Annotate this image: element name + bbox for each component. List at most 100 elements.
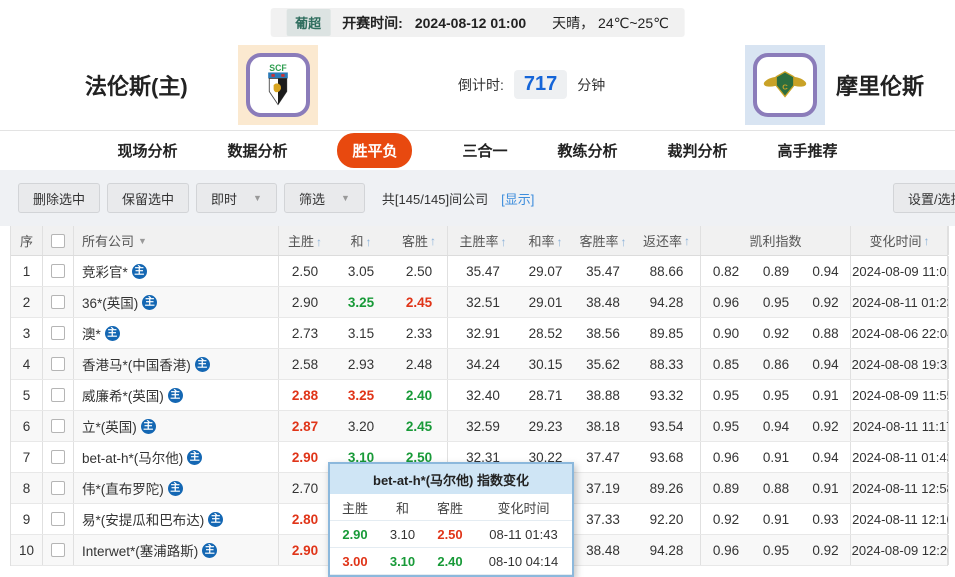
tab-coach-analysis[interactable]: 教练分析 [557, 143, 618, 160]
row-checkbox[interactable] [51, 450, 65, 464]
row-checkbox[interactable] [51, 264, 65, 278]
company-cell[interactable]: Interwet*(塞浦路斯) 主 [74, 535, 279, 565]
select-all-checkbox-cell [43, 226, 74, 255]
tab-referee-analysis[interactable]: 裁判分析 [667, 143, 728, 160]
row-number: 6 [11, 411, 43, 441]
row-checkbox[interactable] [51, 419, 65, 433]
away-crest-icon: C [763, 71, 807, 98]
company-cell[interactable]: 竞彩官* 主 [74, 256, 279, 286]
col-header-change-time[interactable]: 变化时间 ↑ [851, 226, 949, 255]
return-rate-cell: 93.54 [633, 411, 701, 441]
row-checkbox-cell [43, 473, 74, 503]
row-number: 8 [11, 473, 43, 503]
draw-odds-cell: 3.15 [347, 325, 375, 341]
table-row: 4 香港马*(中国香港) 主 2.58 2.93 2.48 34.24 30.15… [11, 349, 949, 380]
kelly-home-cell: 0.85 [712, 356, 740, 372]
table-row: 7 bet-at-h*(马尔他) 主 2.90 3.10 2.50 32.31 3… [11, 442, 949, 473]
tab-three-in-one[interactable]: 三合一 [462, 143, 508, 160]
row-number: 4 [11, 349, 43, 379]
sort-asc-icon: ↑ [365, 235, 372, 249]
tab-expert-recommend[interactable]: 高手推荐 [777, 143, 838, 160]
company-cell[interactable]: bet-at-h*(马尔他) 主 [74, 442, 279, 472]
row-checkbox[interactable] [51, 295, 65, 309]
draw-odds-cell: 3.25 [347, 387, 375, 403]
company-cell[interactable]: 澳* 主 [74, 318, 279, 348]
col-header-home-rate[interactable]: 主胜率 ↑ [459, 234, 507, 249]
change-time-cell: 2024-08-09 12:20 [851, 535, 949, 565]
col-header-company[interactable]: 所有公司 ▼ [74, 226, 279, 255]
company-cell[interactable]: 伟*(直布罗陀) 主 [74, 473, 279, 503]
kickoff-label: 开赛时间: [342, 14, 403, 31]
kelly-away-cell: 0.94 [801, 256, 851, 286]
analysis-tabs: 现场分析 数据分析 胜平负 三合一 教练分析 裁判分析 高手推荐 [0, 130, 955, 170]
row-checkbox[interactable] [51, 543, 65, 557]
draw-rate-cell: 28.71 [528, 387, 563, 403]
kelly-away-cell: 0.94 [801, 442, 851, 472]
select-all-checkbox[interactable] [51, 233, 65, 248]
change-time-cell: 2024-08-11 11:17 [851, 411, 949, 441]
kelly-draw-cell: 0.95 [762, 294, 790, 310]
delete-selected-button[interactable]: 删除选中 [18, 183, 101, 213]
filter-dropdown[interactable]: 筛选 ▼ [283, 183, 365, 213]
home-odds-cell: 2.88 [291, 387, 319, 403]
row-checkbox[interactable] [51, 512, 65, 526]
kelly-draw-cell: 0.95 [762, 542, 790, 558]
popup-home-odds: 3.00 [342, 553, 368, 569]
row-checkbox[interactable] [51, 357, 65, 371]
col-header-away[interactable]: 客胜 ↑ [391, 226, 448, 255]
return-rate-cell: 94.28 [633, 535, 701, 565]
col-header-return-rate[interactable]: 返还率 ↑ [633, 226, 701, 255]
show-link[interactable]: [显示] [501, 191, 535, 207]
kelly-draw-cell: 0.88 [762, 480, 790, 496]
tab-live-analysis[interactable]: 现场分析 [117, 143, 178, 160]
away-rate-cell: 38.48 [586, 294, 620, 310]
row-checkbox[interactable] [51, 326, 65, 340]
change-time-cell: 2024-08-08 19:32 [851, 349, 949, 379]
company-cell[interactable]: 易*(安提瓜和巴布达) 主 [74, 504, 279, 534]
company-cell[interactable]: 36*(英国) 主 [74, 287, 279, 317]
sort-asc-icon: ↑ [430, 233, 436, 248]
tab-win-draw-lose[interactable]: 胜平负 [337, 133, 413, 168]
away-rate-cell: 37.19 [586, 480, 620, 496]
col-header-home[interactable]: 主胜 ↑ [287, 234, 322, 249]
popup-col-home: 主胜 [341, 500, 368, 516]
col-header-draw[interactable]: 和 ↑ [350, 234, 372, 249]
row-checkbox-cell [43, 349, 74, 379]
settings-select-button[interactable]: 设置/选择 [893, 183, 955, 213]
popup-away-odds: 2.40 [437, 553, 463, 569]
company-count-text: 共[145/145]间公司 [381, 191, 489, 207]
draw-rate-cell: 29.07 [528, 263, 563, 279]
kelly-away-cell: 0.92 [801, 287, 851, 317]
away-team-name: 摩里伦斯 [836, 74, 925, 99]
kelly-home-cell: 0.89 [712, 480, 740, 496]
table-header-row: 序 所有公司 ▼ 主胜 ↑ 和 ↑ 客胜 ↑ 主胜率 ↑ 和率 ↑ 客胜率 ↑ 返还率 ↑ 凯利… [11, 226, 949, 256]
away-odds-cell: 2.33 [391, 318, 448, 348]
return-rate-cell: 93.68 [633, 442, 701, 472]
row-checkbox[interactable] [51, 481, 65, 495]
primary-icon: 主 [131, 263, 147, 279]
col-header-away-rate[interactable]: 客胜率 ↑ [579, 234, 627, 249]
table-row: 3 澳* 主 2.73 3.15 2.33 32.91 28.52 38.56 8… [11, 318, 949, 349]
company-name: 竞彩官* [82, 265, 128, 280]
row-number: 10 [11, 535, 43, 565]
countdown-value: 717 [513, 70, 568, 99]
row-number: 2 [11, 287, 43, 317]
home-team-name: 法伦斯(主) [85, 74, 188, 99]
company-cell[interactable]: 威廉希*(英国) 主 [74, 380, 279, 410]
kelly-draw-cell: 0.92 [762, 325, 790, 341]
draw-odds-cell: 3.20 [347, 418, 375, 434]
away-rate-cell: 37.47 [586, 449, 620, 465]
col-header-draw-rate[interactable]: 和率 ↑ [528, 234, 563, 249]
svg-text:SCF: SCF [269, 63, 286, 73]
tab-data-analysis[interactable]: 数据分析 [227, 143, 288, 160]
home-odds-cell: 2.90 [291, 542, 319, 558]
away-odds-cell: 2.45 [391, 411, 448, 441]
row-checkbox[interactable] [51, 388, 65, 402]
instant-dropdown[interactable]: 即时 ▼ [196, 183, 277, 213]
company-cell[interactable]: 立*(英国) 主 [74, 411, 279, 441]
row-number: 7 [11, 442, 43, 472]
company-cell[interactable]: 香港马*(中国香港) 主 [74, 349, 279, 379]
keep-selected-button[interactable]: 保留选中 [107, 183, 190, 213]
popup-draw-odds: 3.10 [389, 553, 416, 569]
kickoff-time: 2024-08-12 01:00 [414, 14, 527, 31]
